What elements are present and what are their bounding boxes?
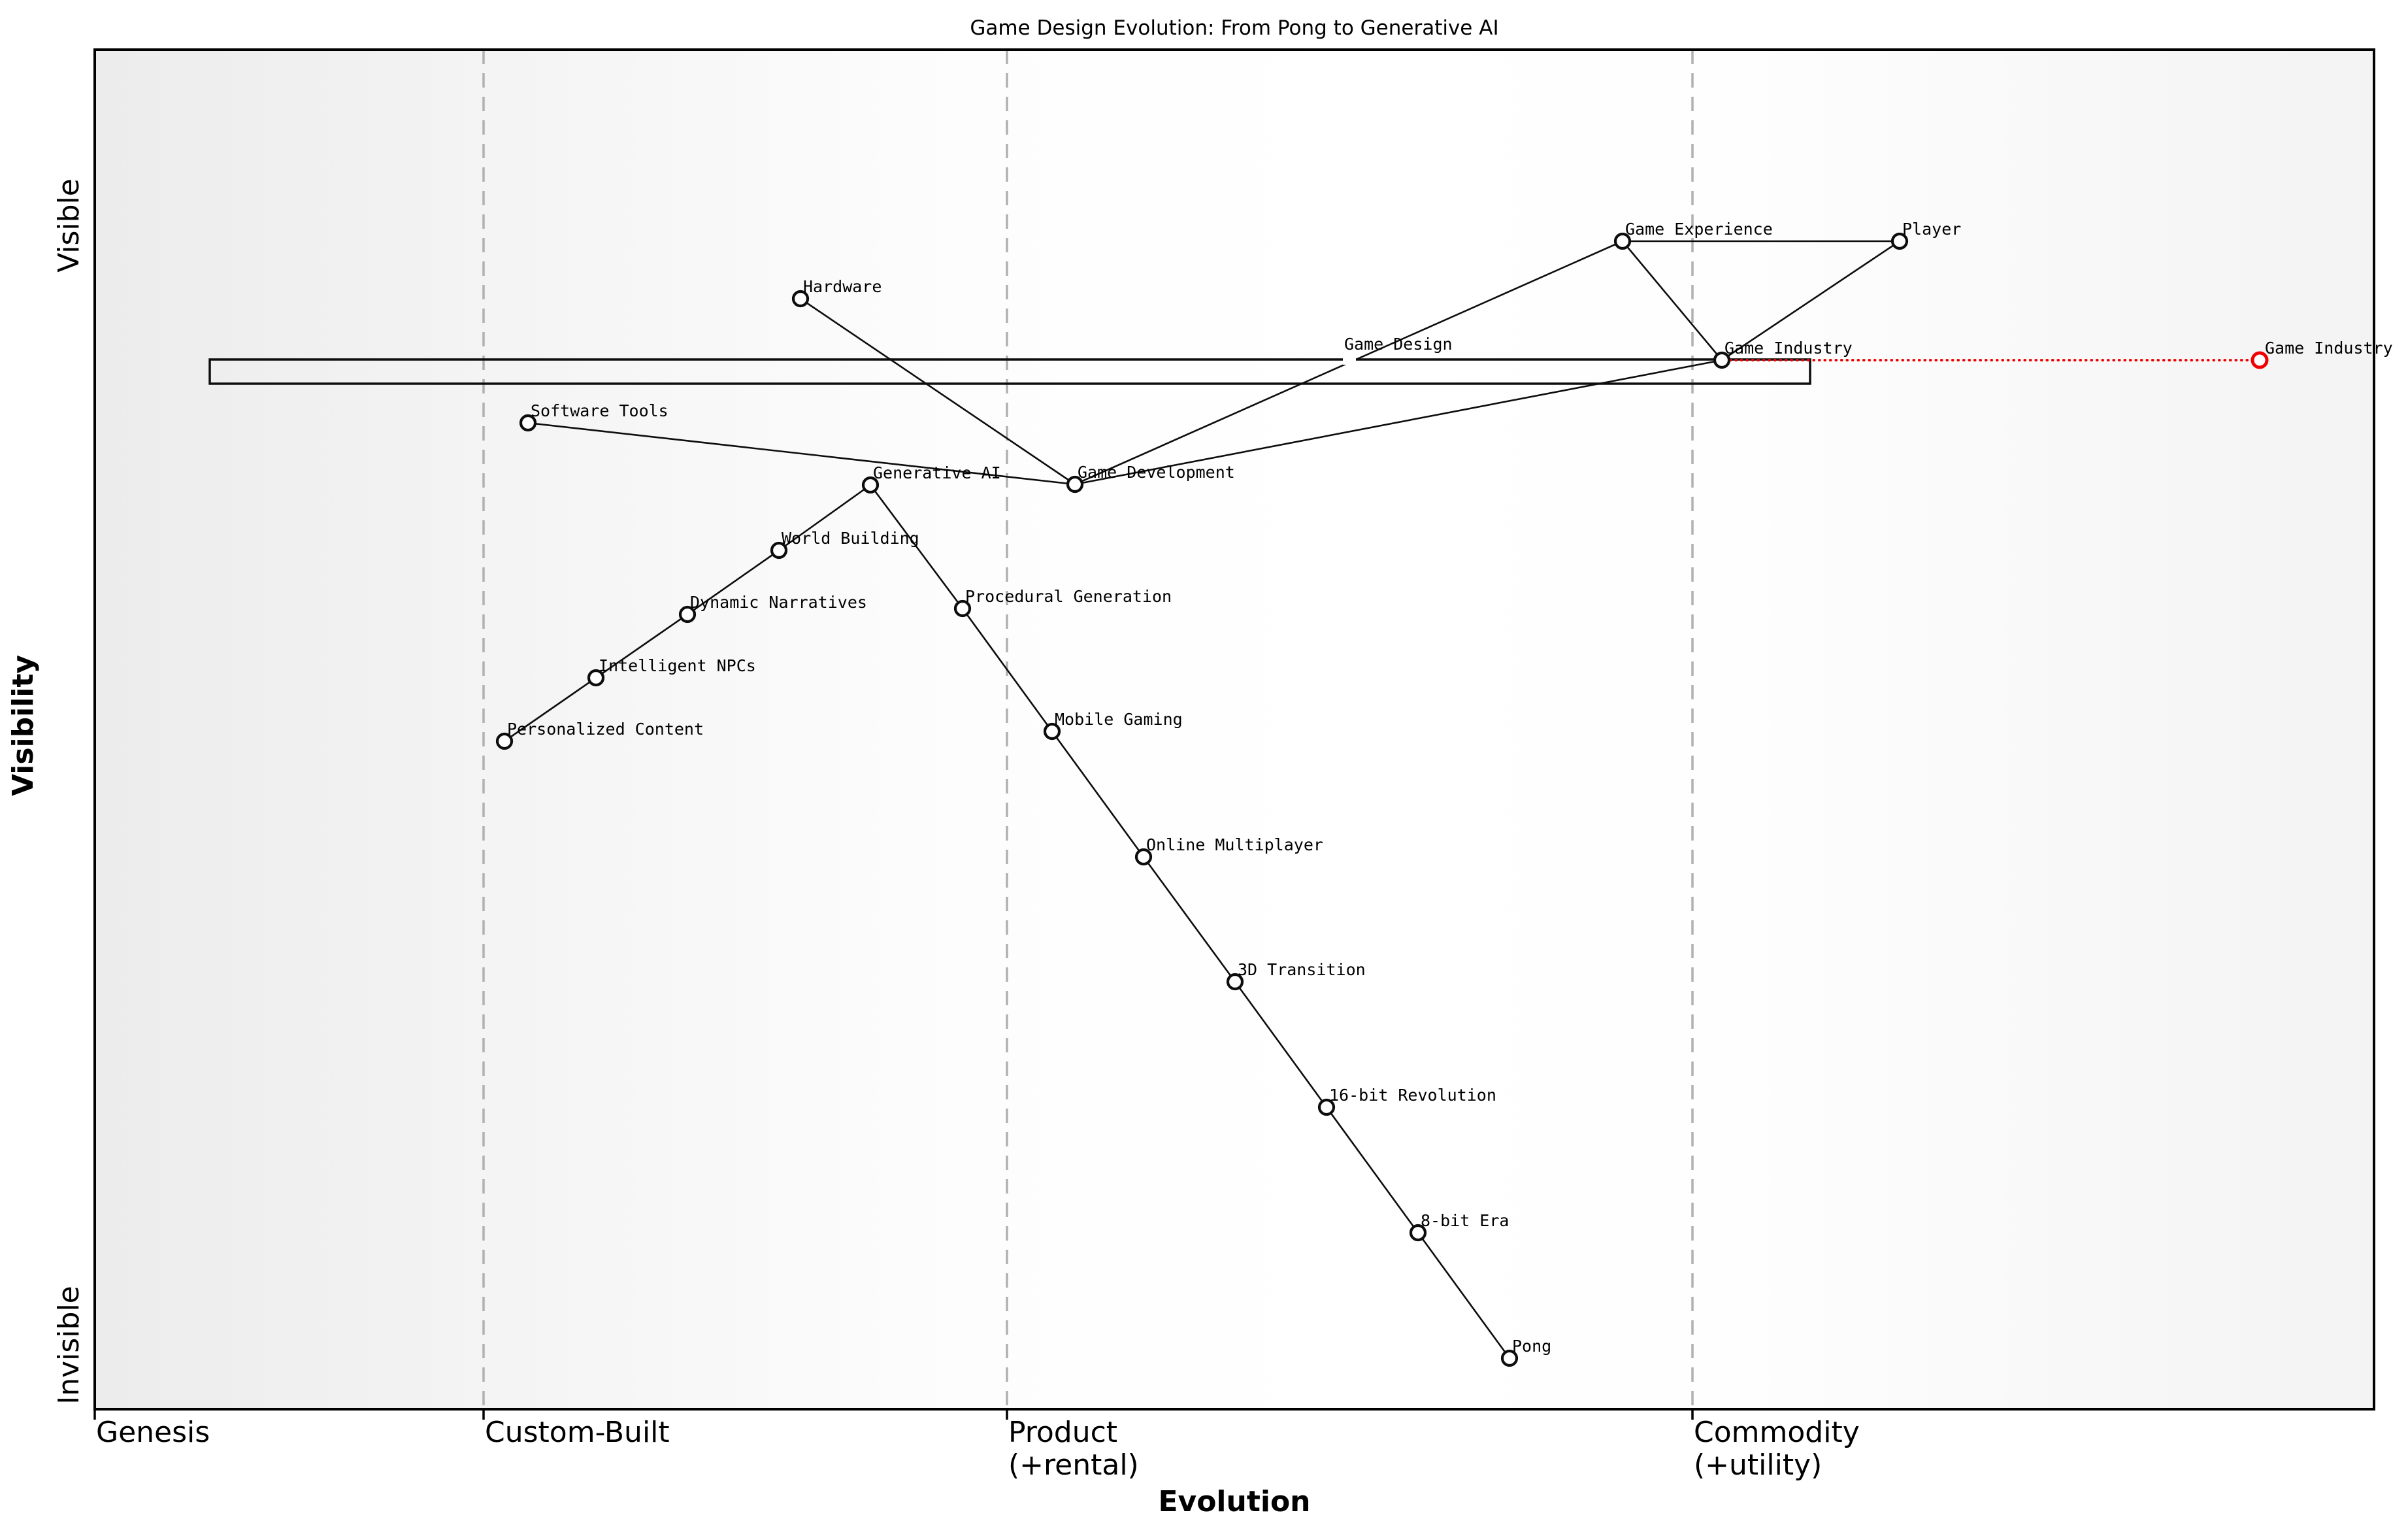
node-label-3d-transition: 3D Transition [1238, 960, 1366, 979]
edge-online-multiplayer--mobile-gaming [1051, 731, 1145, 858]
edge-dynamic-narratives--intelligent-npcs [595, 613, 688, 679]
x-axis-label: Evolution [1158, 1485, 1310, 1518]
node-marker-personalized-content [495, 732, 514, 750]
node-label-dynamic-narratives: Dynamic Narratives [690, 593, 867, 612]
node-label-game-experience: Game Experience [1625, 220, 1773, 239]
node-marker-game-industry [1713, 351, 1731, 369]
x-tick-label-genesis: Genesis [96, 1416, 210, 1449]
node-label-procedural-generation: Procedural Generation [965, 587, 1172, 606]
edge-procedural-generation--generative-ai [869, 484, 964, 609]
node-label-8-bit-era: 8-bit Era [1421, 1211, 1509, 1230]
chart-title: Game Design Evolution: From Pong to Gene… [970, 16, 1498, 40]
x-tick-label-custom-built: Custom-Built [485, 1416, 670, 1449]
node-marker-procedural-generation [953, 599, 972, 618]
node-marker-generative-ai [861, 476, 880, 494]
node-label-hardware: Hardware [803, 277, 882, 296]
node-label-game-design: Game Design [1344, 335, 1453, 354]
plot-border [93, 48, 2375, 1411]
node-marker-world-building [770, 541, 788, 559]
x-tick-label-commodity: Commodity (+utility) [1694, 1416, 1860, 1482]
node-label-pong: Pong [1512, 1337, 1551, 1356]
node-marker-game-design [1343, 356, 1356, 365]
node-marker-8-bit-era [1409, 1224, 1427, 1242]
edge-mobile-gaming--procedural-generation [961, 608, 1053, 732]
edge-game-industry--game-development [1074, 359, 1723, 486]
edge-intelligent-npcs--personalized-content [504, 676, 597, 743]
node-label-game-industry: Game Industry [1724, 339, 1853, 358]
node-marker-software-tools [519, 414, 537, 432]
edge-world-building--dynamic-narratives [687, 549, 780, 616]
edge-16-bit-revolution--3d-transition [1234, 981, 1328, 1108]
edge-hardware--game-development [800, 297, 1076, 486]
node-marker-16-bit-revolution [1317, 1098, 1336, 1116]
node-label-game-industry-evolved: Game Industry [2265, 339, 2393, 358]
node-label-game-development: Game Development [1078, 463, 1235, 482]
node-marker-hardware [791, 290, 810, 308]
node-marker-3d-transition [1226, 973, 1244, 991]
node-marker-pong [1500, 1349, 1519, 1367]
edge-8-bit-era--16-bit-revolution [1325, 1107, 1419, 1233]
node-marker-game-industry-evolved [2251, 351, 2269, 369]
node-label-software-tools: Software Tools [531, 401, 668, 420]
node-label-online-multiplayer: Online Multiplayer [1146, 835, 1323, 854]
node-label-personalized-content: Personalized Content [507, 720, 704, 739]
node-label-16-bit-revolution: 16-bit Revolution [1329, 1086, 1496, 1105]
node-label-intelligent-npcs: Intelligent NPCs [599, 656, 756, 675]
pipeline-box-game-industry [208, 358, 1811, 385]
node-label-mobile-gaming: Mobile Gaming [1055, 710, 1183, 729]
y-tick-label-invisible: Invisible [52, 1286, 86, 1405]
y-axis-label: Visibility [7, 655, 40, 796]
node-marker-game-experience [1613, 232, 1632, 250]
node-marker-mobile-gaming [1043, 722, 1061, 741]
node-marker-player [1890, 232, 1909, 250]
edge-player--game-industry [1721, 240, 1900, 361]
node-label-player: Player [1902, 220, 1961, 239]
node-label-world-building: World Building [782, 529, 919, 548]
edge-generative-ai--world-building [778, 484, 871, 552]
node-label-generative-ai: Generative AI [873, 463, 1001, 482]
edge-game-experience--game-industry [1622, 241, 1723, 361]
node-marker-intelligent-npcs [587, 669, 605, 687]
edge-3d-transition--online-multiplayer [1142, 856, 1236, 982]
node-marker-online-multiplayer [1134, 848, 1153, 866]
node-marker-game-development [1066, 475, 1084, 493]
edge-pong--8-bit-era [1417, 1232, 1511, 1359]
plot-background [95, 50, 2374, 1409]
y-tick-label-visible: Visible [52, 178, 86, 273]
node-marker-dynamic-narratives [678, 605, 697, 624]
edge-software-tools--game-development [527, 422, 1076, 486]
x-tick-label-product: Product (+rental) [1008, 1416, 1139, 1482]
